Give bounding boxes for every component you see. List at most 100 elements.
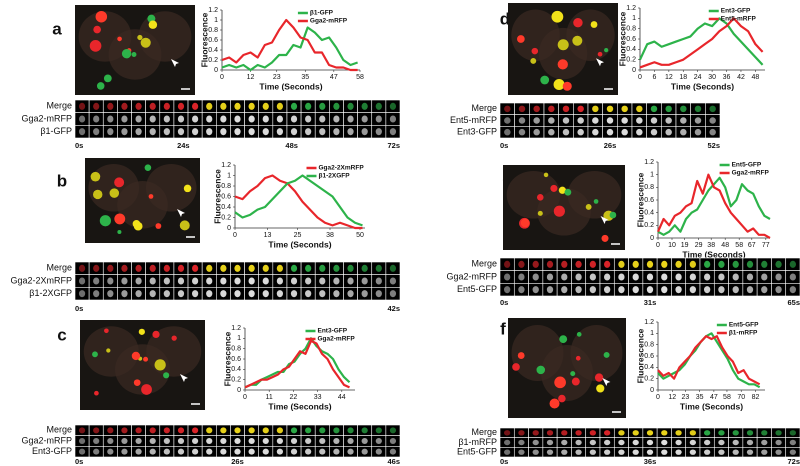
frame-spot <box>636 105 643 113</box>
frame-spot <box>347 102 354 110</box>
frame-spot <box>333 128 340 136</box>
frame-spot <box>546 449 554 455</box>
frame-spot <box>718 260 725 268</box>
frame-spot <box>389 115 397 123</box>
frame-spot <box>636 128 643 136</box>
x-tick-label: 12 <box>665 74 673 81</box>
time-label: 0s <box>500 141 508 150</box>
frame-spot <box>361 438 368 444</box>
frame-spot <box>276 115 283 123</box>
frame-spot <box>650 105 658 113</box>
frame-spot <box>305 427 312 434</box>
legend-label: Gga2-mRFP <box>310 18 348 25</box>
spot <box>95 10 108 23</box>
frame-spot <box>276 438 283 444</box>
y-tick-label: 0.6 <box>626 36 636 43</box>
frame-spot <box>305 277 312 285</box>
strip-row-label: Merge <box>46 263 72 273</box>
frame-spot <box>135 264 142 272</box>
frame-spot <box>93 264 100 272</box>
frame-spot <box>546 430 554 436</box>
frame-spot <box>375 264 382 272</box>
frame-spot <box>290 448 298 455</box>
frame-spot <box>761 273 768 281</box>
legend-label: Gga2-mRFP <box>732 170 770 177</box>
frame-spot <box>290 128 298 136</box>
frame-spot <box>361 290 368 298</box>
frame-spot <box>262 290 269 298</box>
frame-spot <box>504 273 511 281</box>
frame-spot <box>248 448 255 455</box>
frame-spot <box>775 260 782 268</box>
frame-spot <box>375 427 382 434</box>
frame-spot <box>675 286 682 294</box>
frame-spot <box>504 439 511 446</box>
frame-spot <box>575 430 582 436</box>
frame-spot <box>375 438 382 444</box>
frame-spot <box>163 277 170 285</box>
frame-spot <box>561 449 568 455</box>
frame-spot <box>347 115 354 123</box>
frame-spot <box>694 117 702 124</box>
frame-spot <box>333 102 340 110</box>
frame-spot <box>604 430 611 436</box>
frame-spot <box>135 290 142 298</box>
time-label: 0s <box>500 298 508 307</box>
spot <box>517 352 525 359</box>
frame-spot <box>206 290 213 298</box>
x-tick-label: 38 <box>326 232 334 239</box>
frame-spot <box>718 286 725 294</box>
frame-spot <box>177 264 185 272</box>
frame-spot <box>305 290 312 298</box>
frame-spot <box>107 438 114 444</box>
frame-spot <box>121 427 128 434</box>
arrowhead <box>180 374 188 382</box>
frame-spot <box>248 264 255 272</box>
frame-spot <box>718 449 725 455</box>
frame-spot <box>305 102 312 110</box>
spot <box>140 37 151 48</box>
frame-spot <box>333 438 340 444</box>
x-tick-label: 0 <box>220 74 224 81</box>
time-label: 72s <box>387 141 400 150</box>
time-label: 48s <box>285 141 298 150</box>
frame-spot <box>789 260 796 268</box>
series-line <box>639 17 764 69</box>
frame-spot <box>548 105 555 113</box>
frame-spot <box>532 273 539 281</box>
frame-spot <box>732 430 739 436</box>
x-tick-label: 47 <box>330 74 338 81</box>
frame-spot <box>689 449 696 455</box>
frame-spot <box>220 427 227 434</box>
frame-spot <box>290 264 298 272</box>
y-tick-label: 0.2 <box>208 57 218 64</box>
spot <box>603 351 610 358</box>
frame-spot <box>589 286 596 294</box>
frame-spot <box>276 427 283 434</box>
cell <box>567 170 622 219</box>
frame-spot <box>163 290 170 298</box>
x-tick-label: 13 <box>264 232 272 239</box>
y-tick-label: 0.8 <box>644 342 654 349</box>
y-tick-label: 1.2 <box>644 159 654 166</box>
y-tick-label: 0 <box>237 387 241 394</box>
frame-spot <box>121 290 128 298</box>
spot <box>121 49 132 59</box>
y-tick-label: 1.2 <box>231 325 241 332</box>
x-tick-label: 0 <box>243 394 247 401</box>
y-tick-label: 1 <box>632 15 636 22</box>
frame-spot <box>661 449 668 455</box>
frame-spot <box>761 260 768 268</box>
frame-spot <box>163 102 170 110</box>
frame-spot <box>276 277 283 285</box>
frame-spot <box>234 427 241 434</box>
x-tick-label: 47 <box>710 394 718 401</box>
y-tick-label: 1 <box>650 330 654 337</box>
x-tick-label: 50 <box>356 232 364 239</box>
frame-spot <box>504 117 511 124</box>
spot <box>557 39 569 51</box>
frame-spot <box>347 427 354 434</box>
frame-spot <box>248 115 255 123</box>
frame-spot <box>689 286 696 294</box>
